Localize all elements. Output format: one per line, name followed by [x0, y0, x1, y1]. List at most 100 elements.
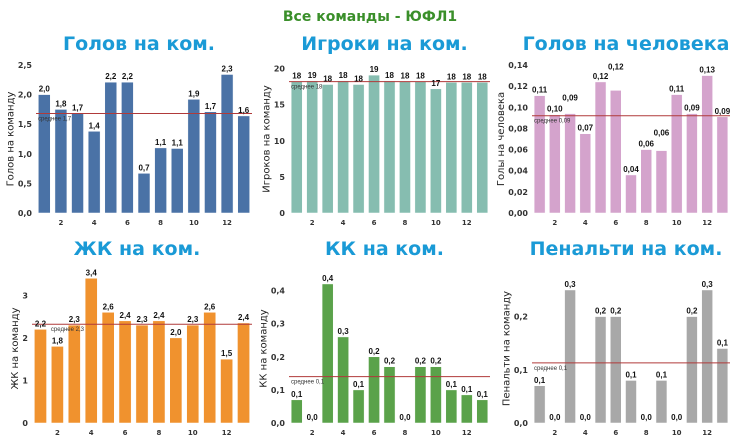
y-tick-label: 1,0	[18, 150, 33, 159]
data-label: 2,3	[187, 315, 199, 324]
data-label: 2,4	[238, 313, 250, 322]
x-tick-label: 4	[92, 219, 97, 227]
data-label: 0,04	[623, 165, 639, 174]
mean-label: среднее 2,3	[51, 327, 85, 333]
y-axis-label: Пенальти на команду	[501, 291, 512, 406]
bar	[187, 99, 201, 214]
y-tick-label: 0,1	[271, 386, 286, 395]
mean-label: среднее 1,7	[38, 117, 72, 123]
data-label: 0,13	[699, 66, 715, 75]
bar	[137, 173, 151, 214]
bar	[71, 113, 84, 214]
data-label: 0,12	[593, 72, 609, 81]
bar	[564, 113, 576, 214]
data-label: 0,1	[353, 380, 365, 389]
data-label: 18	[385, 71, 394, 80]
data-label: 1,5	[221, 349, 233, 358]
data-label: 0,11	[669, 85, 685, 94]
y-tick-label: 0,00	[508, 209, 528, 218]
data-label: 2,4	[153, 311, 165, 320]
data-label: 0,1	[291, 390, 303, 399]
x-tick-label: 12	[462, 219, 472, 227]
data-label: 0,12	[608, 62, 624, 71]
bar	[321, 84, 334, 214]
data-label: 0,2	[595, 307, 607, 316]
bar	[460, 82, 473, 214]
y-tick-label: 5	[279, 173, 285, 182]
data-label: 0,1	[534, 376, 546, 385]
y-tick-label: 0,0	[18, 209, 33, 218]
data-label: 2,4	[120, 311, 132, 320]
y-tick-label: 0	[22, 419, 28, 428]
data-label: 19	[370, 65, 379, 74]
y-axis-label: КК на команду	[258, 309, 269, 388]
data-label: 0,2	[415, 357, 427, 366]
x-tick-label: 6	[372, 429, 377, 437]
bar	[594, 81, 607, 214]
bar	[135, 324, 149, 424]
bar	[579, 133, 592, 214]
data-label: 0,0	[307, 413, 319, 422]
y-tick-label: 0,0	[271, 419, 286, 428]
bar	[414, 81, 427, 214]
panel-title: ЖК на ком.	[74, 238, 201, 260]
data-label: 3,4	[86, 268, 98, 277]
data-label: 1,4	[89, 121, 101, 130]
data-label: 18	[478, 72, 487, 81]
bar	[460, 394, 473, 424]
x-tick-label: 8	[156, 429, 161, 437]
bar	[368, 356, 380, 424]
bar	[655, 380, 668, 424]
bar	[87, 131, 101, 214]
data-label: 18	[339, 71, 348, 80]
bar	[220, 74, 234, 214]
bar	[306, 80, 319, 214]
y-tick-label: 0,06	[508, 146, 528, 155]
x-tick-label: 2	[552, 219, 557, 227]
bar	[121, 81, 134, 214]
data-label: 1,1	[172, 138, 184, 147]
x-tick-label: 10	[431, 219, 441, 227]
bar	[610, 316, 622, 424]
x-tick-label: 2	[552, 429, 557, 437]
x-tick-label: 8	[644, 219, 649, 227]
bar	[337, 80, 349, 214]
bar	[701, 289, 713, 424]
x-tick-label: 2	[310, 429, 315, 437]
data-label: 0,07	[578, 124, 594, 133]
x-tick-label: 12	[462, 429, 472, 437]
mean-label: среднее 0,1	[534, 366, 568, 372]
bar	[154, 147, 167, 214]
panel-title: КК на ком.	[325, 238, 444, 260]
bar	[445, 82, 458, 214]
data-label: 0,0	[671, 413, 683, 422]
bar	[625, 380, 637, 424]
x-tick-label: 4	[341, 429, 346, 437]
bar	[54, 109, 68, 214]
bar	[383, 366, 396, 424]
data-label: 0,09	[715, 107, 730, 116]
data-label: 1,7	[72, 104, 84, 113]
bar	[564, 289, 576, 424]
y-tick-label: 15	[274, 101, 286, 110]
bar	[352, 84, 365, 214]
data-label: 18	[447, 72, 456, 81]
y-axis-label: ЖК на команду	[10, 307, 21, 389]
data-label: 0,1	[461, 385, 473, 394]
x-tick-label: 12	[222, 429, 232, 437]
x-tick-label: 6	[613, 429, 618, 437]
panel-title: Пенальти на ком.	[530, 238, 723, 260]
data-label: 18	[401, 72, 410, 81]
bar	[445, 389, 458, 424]
y-tick-label: 0,2	[514, 313, 528, 322]
bar	[399, 81, 411, 214]
bar	[290, 81, 303, 214]
y-tick-label: 0,1	[514, 366, 529, 375]
bar	[118, 320, 132, 424]
y-tick-label: 0,4	[271, 287, 286, 296]
data-label: 1,9	[188, 89, 200, 98]
y-tick-label: 0,3	[271, 320, 285, 329]
y-tick-label: 0,04	[508, 167, 528, 176]
bar	[640, 149, 652, 214]
x-tick-label: 4	[341, 219, 346, 227]
